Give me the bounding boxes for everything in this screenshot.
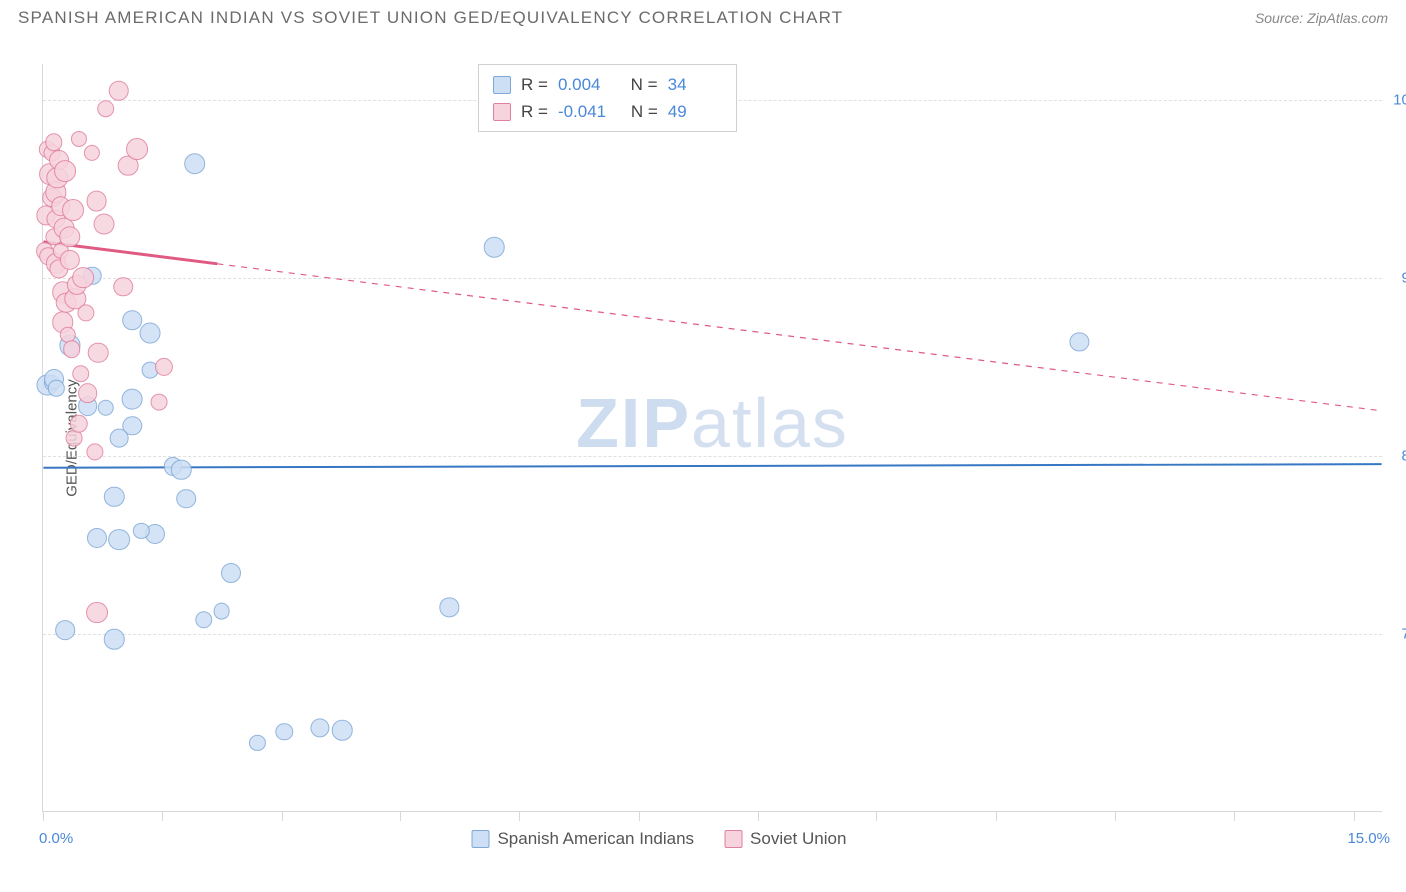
x-tick [282, 811, 283, 821]
data-point [71, 131, 87, 147]
data-point [332, 720, 353, 741]
n-label-2: N = [631, 98, 658, 125]
data-point [155, 358, 173, 376]
data-point [86, 191, 107, 212]
data-point [221, 563, 241, 583]
x-tick [1234, 811, 1235, 821]
x-tick [1354, 811, 1355, 821]
data-point [1070, 332, 1089, 351]
watermark: ZIPatlas [576, 383, 849, 463]
data-point [184, 153, 206, 175]
data-point [93, 214, 114, 235]
data-point [109, 80, 130, 101]
y-tick-label: 80.0% [1401, 447, 1406, 464]
gridline [43, 456, 1382, 457]
gridline [43, 634, 1382, 635]
y-tick-label: 70.0% [1401, 625, 1406, 642]
data-point [275, 723, 292, 740]
data-point [123, 311, 143, 331]
data-point [78, 384, 98, 404]
data-point [77, 305, 94, 322]
watermark-bold: ZIP [576, 384, 691, 462]
data-point [69, 415, 87, 433]
x-axis-max: 15.0% [1347, 830, 1390, 847]
data-point [88, 342, 109, 363]
data-point [97, 100, 115, 118]
data-point [213, 602, 230, 619]
r-label-2: R = [521, 98, 548, 125]
legend-item-1: Spanish American Indians [471, 829, 694, 849]
data-point [484, 237, 505, 258]
watermark-light: atlas [691, 384, 849, 462]
data-point [60, 250, 80, 270]
data-point [86, 602, 108, 624]
trend-lines [43, 64, 1382, 811]
data-point [45, 134, 62, 151]
data-point [122, 388, 143, 409]
x-tick [43, 811, 44, 821]
n-value-2: 49 [668, 98, 716, 125]
data-point [104, 487, 124, 507]
x-tick [996, 811, 997, 821]
data-point [59, 226, 80, 247]
legend-label-1: Spanish American Indians [497, 829, 694, 849]
data-point [195, 611, 212, 628]
data-point [104, 629, 124, 649]
x-tick [758, 811, 759, 821]
data-point [110, 429, 129, 448]
y-tick-label: 90.0% [1401, 269, 1406, 286]
data-point [108, 529, 130, 551]
data-point [86, 444, 103, 461]
x-tick [639, 811, 640, 821]
data-point [84, 145, 100, 161]
data-point [176, 489, 196, 509]
legend-swatch-1 [471, 830, 489, 848]
chart-title: SPANISH AMERICAN INDIAN VS SOVIET UNION … [18, 8, 843, 28]
data-point [310, 719, 329, 738]
data-point [72, 267, 94, 289]
y-tick-label: 100.0% [1393, 91, 1406, 108]
data-point [48, 380, 64, 396]
source-label: Source: ZipAtlas.com [1255, 10, 1388, 26]
data-point [440, 598, 459, 617]
n-label-1: N = [631, 71, 658, 98]
data-point [55, 620, 75, 640]
data-point [249, 734, 265, 750]
data-point [114, 277, 134, 297]
data-point [126, 139, 148, 161]
x-axis-min: 0.0% [39, 830, 73, 847]
legend-label-2: Soviet Union [750, 829, 846, 849]
r-value-2: -0.041 [558, 98, 606, 125]
stats-row-2: R = -0.041 N = 49 [493, 98, 716, 125]
swatch-series1 [493, 76, 511, 94]
x-tick [876, 811, 877, 821]
x-tick [400, 811, 401, 821]
legend-swatch-2 [724, 830, 742, 848]
data-point [151, 394, 168, 411]
data-point [171, 460, 191, 480]
x-tick [1115, 811, 1116, 821]
legend-item-2: Soviet Union [724, 829, 846, 849]
data-point [63, 340, 81, 358]
x-tick [519, 811, 520, 821]
r-label-1: R = [521, 71, 548, 98]
data-point [97, 399, 113, 415]
n-value-1: 34 [668, 71, 716, 98]
stats-row-1: R = 0.004 N = 34 [493, 71, 716, 98]
swatch-series2 [493, 103, 511, 121]
data-point [62, 199, 84, 221]
data-point [87, 528, 107, 548]
r-value-1: 0.004 [558, 71, 606, 98]
chart-area: ZIPatlas GED/Equivalency 70.0%80.0%90.0%… [42, 64, 1382, 812]
data-point [72, 365, 90, 383]
data-point [140, 322, 161, 343]
gridline [43, 278, 1382, 279]
data-point [54, 160, 76, 182]
stats-box: R = 0.004 N = 34 R = -0.041 N = 49 [478, 64, 737, 132]
x-tick [162, 811, 163, 821]
title-bar: SPANISH AMERICAN INDIAN VS SOVIET UNION … [0, 0, 1406, 32]
bottom-legend: Spanish American Indians Soviet Union [471, 829, 846, 849]
